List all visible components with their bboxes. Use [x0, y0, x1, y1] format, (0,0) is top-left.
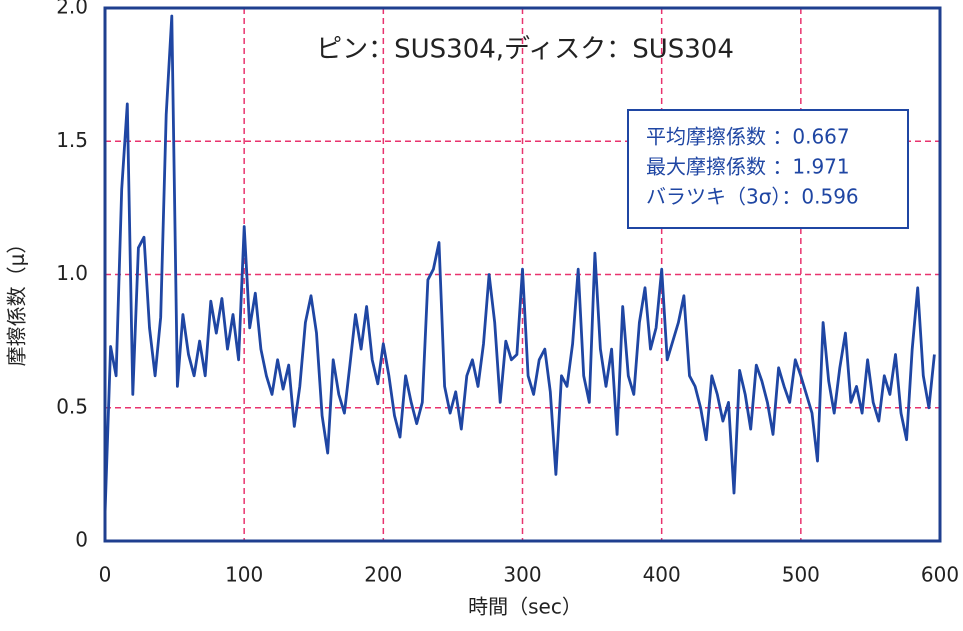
- x-axis-label: 時間（sec）: [468, 595, 582, 619]
- annotation-text: バラツキ（3σ）：0.596: [646, 185, 859, 209]
- x-tick-label: 300: [503, 563, 541, 587]
- y-tick-label: 0: [75, 528, 88, 552]
- x-tick-label: 600: [921, 563, 959, 587]
- plot-frame: [103, 6, 942, 543]
- x-tick-label: 0: [99, 563, 112, 587]
- chart-title: ピン：SUS304,ディスク：SUS304: [316, 35, 734, 65]
- x-tick-label: 400: [643, 563, 681, 587]
- x-tick-label: 500: [782, 563, 820, 587]
- data-line: [103, 14, 936, 515]
- y-tick-label: 1.5: [56, 128, 88, 152]
- annotation-text: 最大摩擦係数 ：1.971: [646, 155, 850, 179]
- y-axis-label: 摩擦係数（μ）: [5, 234, 29, 367]
- annotation-text: 平均摩擦係数 ：0.667: [646, 125, 850, 149]
- y-tick-label: 1.0: [56, 261, 88, 285]
- y-tick-label: 0.5: [56, 394, 88, 418]
- y-tick-label: 2.0: [56, 0, 88, 19]
- annotation-box: [627, 109, 909, 229]
- x-tick-label: 200: [364, 563, 402, 587]
- x-tick-label: 100: [225, 563, 263, 587]
